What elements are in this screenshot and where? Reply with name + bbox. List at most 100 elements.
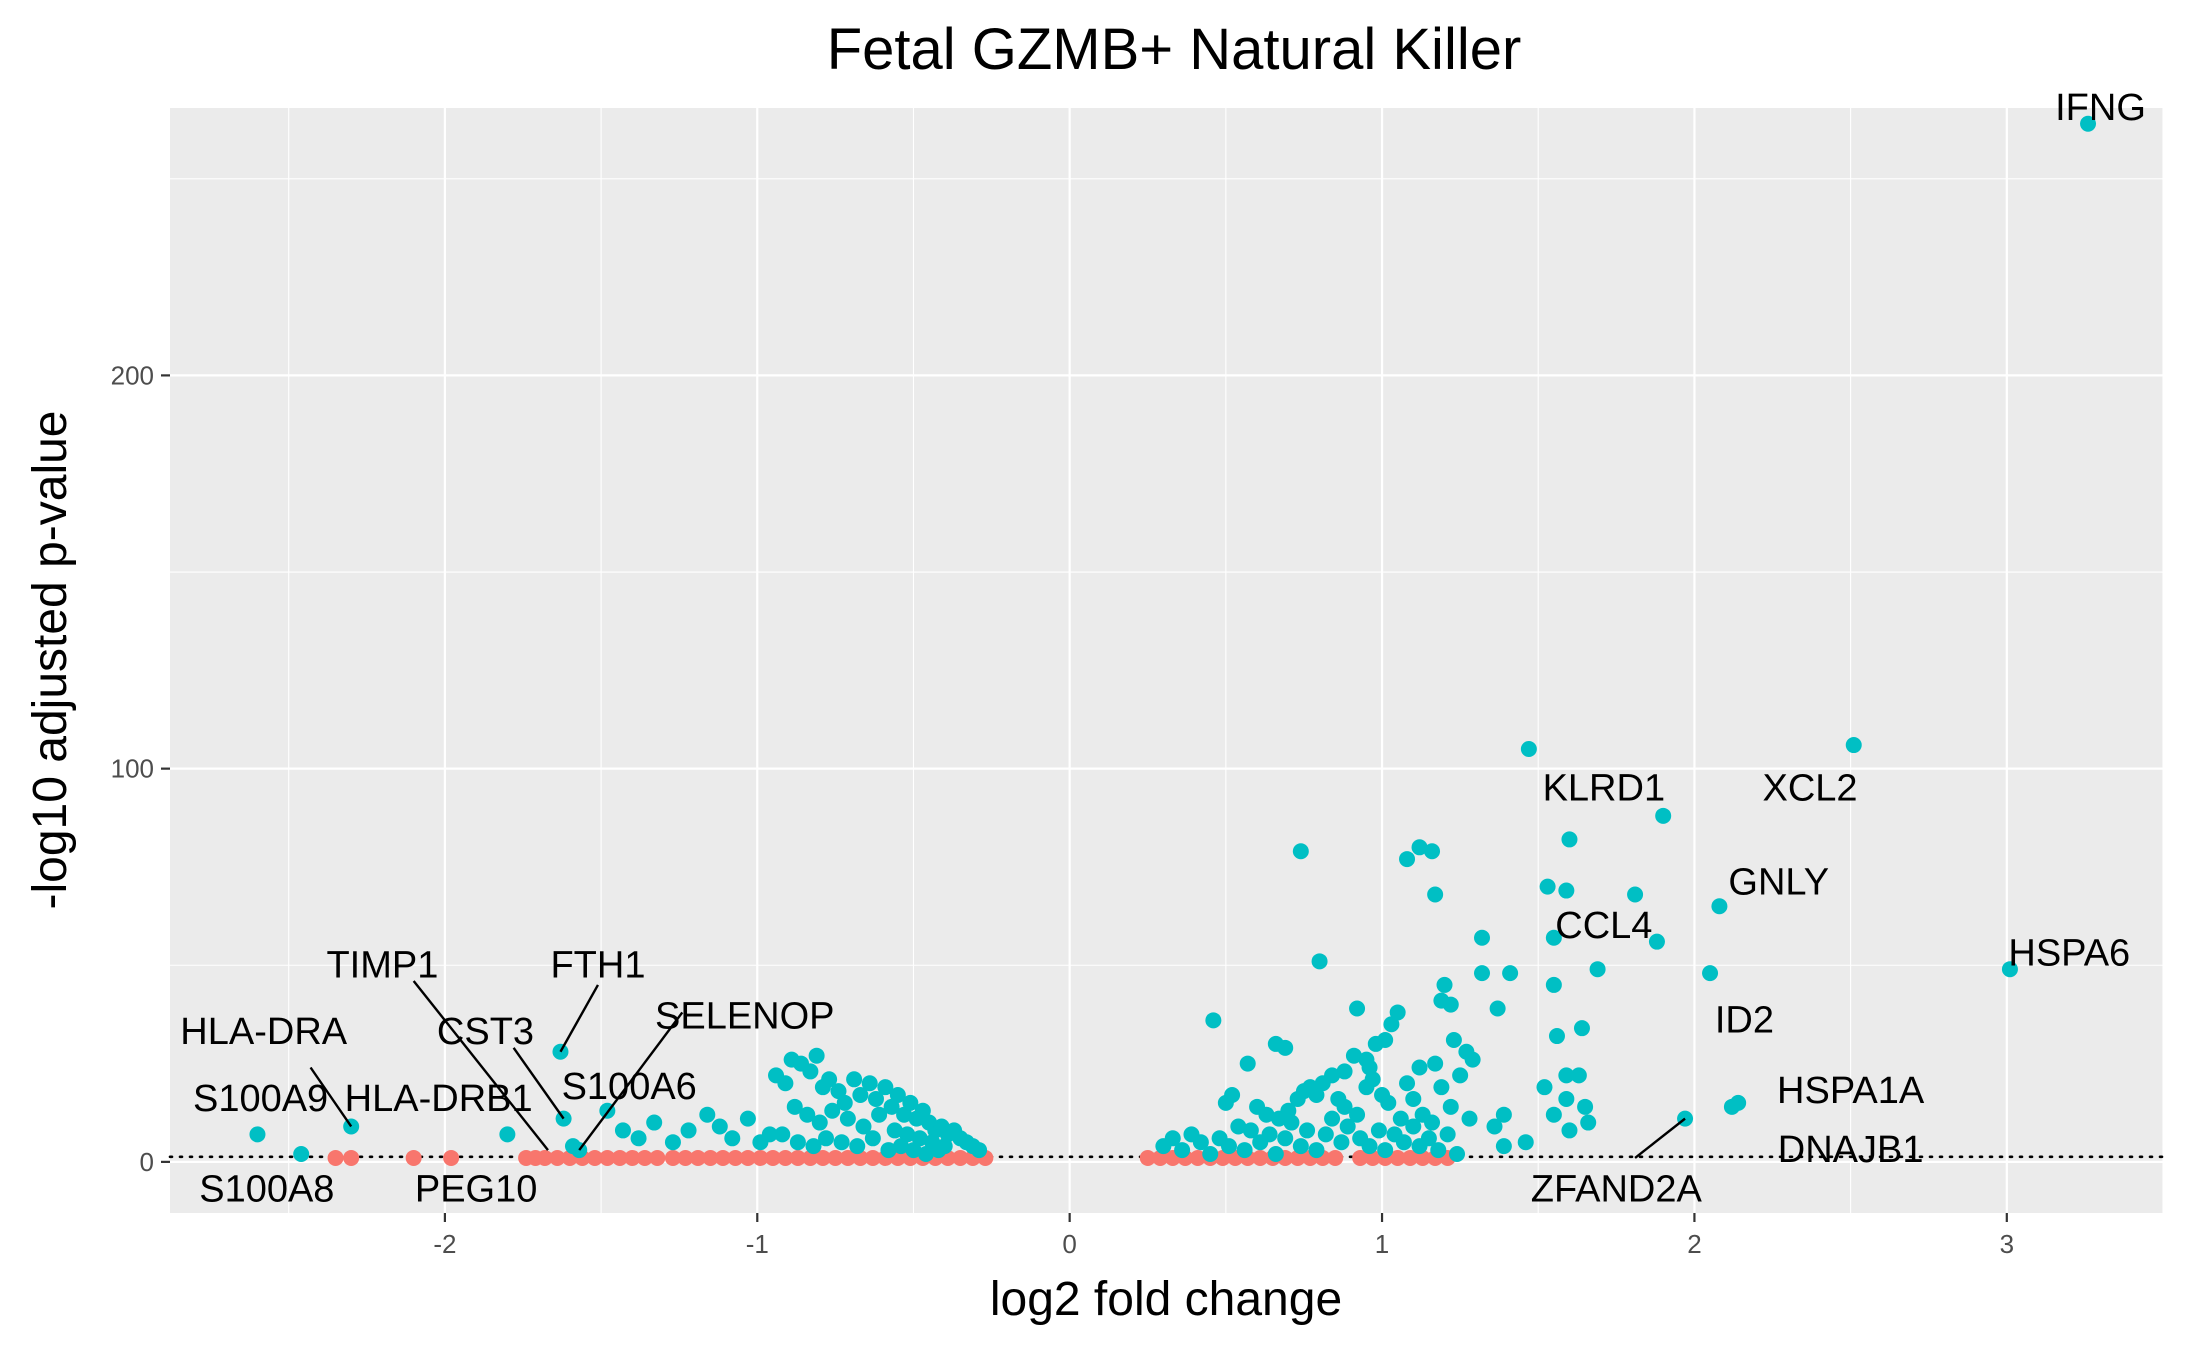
significant-point [1345,1047,1362,1064]
label-leader-lines [309,980,1686,1159]
x-tick-label: 1 [1375,1229,1389,1259]
y-axis-ticks: 0 100 200 [111,360,170,1177]
significant-point [1411,839,1428,856]
significant-point [1539,878,1556,895]
significant-point [1420,1130,1437,1147]
significant-point [646,1114,663,1131]
nonsignificant-point [752,1149,769,1166]
significant-point [930,1142,947,1159]
significant-point [1339,1118,1356,1135]
significant-point [1411,1059,1428,1076]
data-points [249,115,2097,1166]
significant-point [818,1130,835,1147]
significant-point [1545,976,1562,993]
nonsignificant-point [1352,1149,1369,1166]
x-tick-label: 2 [1687,1229,1701,1259]
significant-point [836,1094,853,1111]
significant-point [1495,1106,1512,1123]
significant-point [811,1114,828,1131]
significant-point [1570,1067,1587,1084]
nonsignificant-point [624,1149,641,1166]
significant-point [1395,1134,1412,1151]
significant-point [808,1047,825,1064]
gene-label: CCL4 [1555,905,1652,947]
label-leader [412,980,549,1151]
nonsignificant-point [727,1149,744,1166]
significant-point [1520,740,1537,757]
significant-point [1627,886,1644,903]
significant-point [889,1087,906,1104]
label-leader [559,984,600,1053]
nonsignificant-point [739,1149,756,1166]
significant-point [761,1126,778,1143]
significant-point [1405,1118,1422,1135]
nonsignificant-point [814,1149,831,1166]
significant-point [855,1118,872,1135]
plot-panel [170,108,2163,1213]
significant-point [1580,1114,1597,1131]
nonsignificant-point [405,1149,422,1166]
nonsignificant-point [1402,1149,1419,1166]
significant-point [1299,1122,1316,1139]
significant-point [1442,1098,1459,1115]
significant-point [1230,1118,1247,1135]
significant-point [1399,1075,1416,1092]
nonsignificant-point [827,1149,844,1166]
significant-point [1261,1126,1278,1143]
gene-label: GNLY [1728,862,1829,904]
significant-point [1205,1012,1222,1029]
significant-point [1308,1142,1325,1159]
significant-point [1502,965,1519,982]
y-tick-label: 200 [111,360,154,390]
significant-point [861,1075,878,1092]
significant-point [1573,1020,1590,1037]
significant-point [630,1130,647,1147]
significant-point [786,1098,803,1115]
significant-point [1495,1138,1512,1155]
significant-point [1267,1146,1284,1163]
gene-label: S100A9 [193,1078,328,1120]
significant-point [1324,1067,1341,1084]
significant-point [1239,1055,1256,1072]
significant-point [824,1102,841,1119]
significant-point [1558,1090,1575,1107]
x-axis-ticks: -2 -1 0 1 2 3 [433,1213,2014,1259]
significant-point [880,1142,897,1159]
significant-point [1277,1039,1294,1056]
nonsignificant-point [586,1149,603,1166]
significant-point [1845,737,1862,754]
nonsignificant-point [636,1149,653,1166]
significant-point [802,1063,819,1080]
significant-point [799,1106,816,1123]
significant-point [852,1087,869,1104]
nonsignificant-point [611,1149,628,1166]
significant-point [1445,1031,1462,1048]
significant-point [1236,1142,1253,1159]
significant-point [680,1122,697,1139]
significant-point [821,1071,838,1088]
significant-point [1427,886,1444,903]
significant-point [499,1126,516,1143]
significant-point [864,1130,881,1147]
nonsignificant-point [677,1149,694,1166]
significant-point [902,1094,919,1111]
nonsignificant-point [649,1149,666,1166]
gene-label: SELENOP [655,995,835,1037]
significant-point [1224,1087,1241,1104]
gridlines [170,108,2164,1213]
significant-point [724,1130,741,1147]
significant-point [1277,1130,1294,1147]
significant-point [1424,843,1441,860]
y-tick-label: 0 [140,1147,154,1177]
nonsignificant-point [689,1149,706,1166]
significant-point [1430,1142,1447,1159]
nonsignificant-point [864,1149,881,1166]
significant-point [1577,1098,1594,1115]
significant-point [739,1110,756,1127]
significant-point [1389,1004,1406,1021]
significant-point [1377,1142,1394,1159]
y-tick-label: 100 [111,754,154,784]
label-leader [578,1011,684,1151]
significant-point [1561,1122,1578,1139]
